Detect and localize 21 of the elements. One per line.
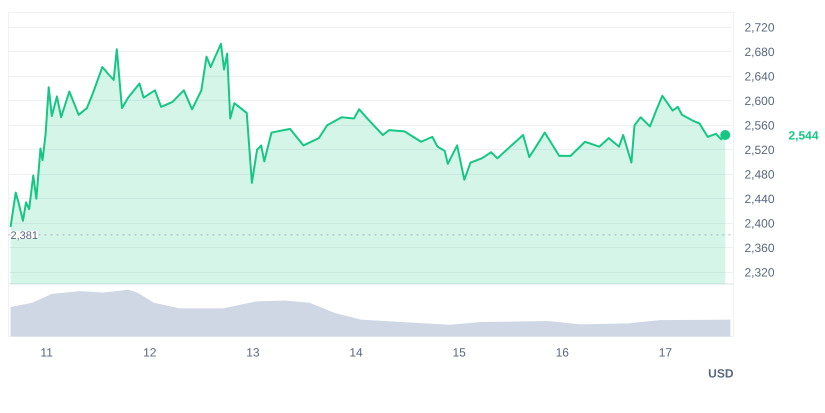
y-tick-label: 2,400	[744, 216, 775, 231]
y-tick-label: 2,560	[744, 118, 775, 133]
x-tick-label: 12	[143, 346, 157, 360]
y-tick-label: 2,720	[744, 20, 775, 35]
x-tick-label: 16	[556, 346, 570, 360]
y-tick-label: 2,640	[744, 70, 775, 84]
y-tick-label: 2,520	[744, 143, 775, 158]
y-tick-label: 2,680	[744, 45, 775, 60]
x-tick-label: 17	[658, 346, 672, 360]
x-tick-label: 14	[349, 346, 364, 360]
x-tick-label: 11	[40, 346, 54, 360]
y-tick-label: 2,600	[744, 94, 775, 108]
text: USD	[708, 366, 734, 380]
y-tick-label: 2,480	[744, 168, 775, 182]
x-tick-label: 15	[452, 346, 466, 360]
y-tick-label: 2,320	[744, 266, 775, 280]
ref-line-label: 2,381	[10, 230, 38, 242]
x-tick-label: 13	[246, 346, 260, 360]
text: 2,544	[788, 128, 819, 143]
y-tick-label: 2,440	[744, 192, 775, 206]
y-tick-label: 2,360	[744, 241, 775, 256]
